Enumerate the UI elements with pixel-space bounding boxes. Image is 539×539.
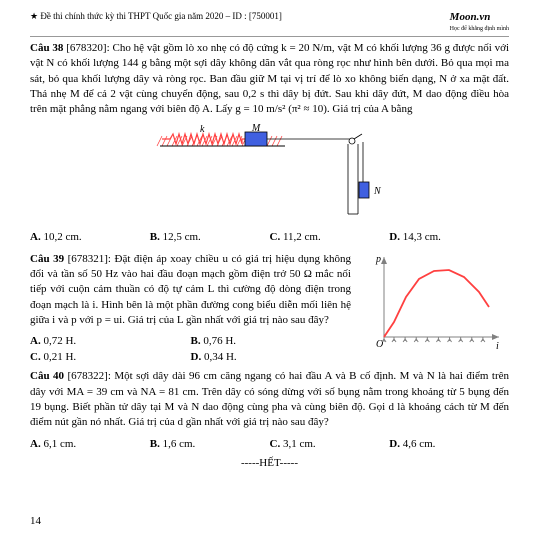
svg-text:N: N — [373, 186, 382, 197]
svg-text:O: O — [376, 339, 383, 350]
q38-ans-D: D. 14,3 cm. — [389, 230, 509, 245]
q40-ans-A: A. 6,1 cm. — [30, 437, 150, 452]
q40-ans-B: B. 1,6 cm. — [150, 437, 270, 452]
q40-ans-C: C. 3,1 cm. — [270, 437, 390, 452]
page-number: 14 — [30, 514, 41, 529]
question-40: Câu 40 [678322]: Một sợi dây dài 96 cm c… — [30, 369, 509, 431]
q38-figure: M k N — [30, 124, 509, 224]
q39-ans-D: D. 0,34 H. — [191, 350, 352, 365]
logo-subtitle: Học để khẳng định mình — [450, 25, 509, 33]
q40-answers: A. 6,1 cm. B. 1,6 cm. C. 3,1 cm. D. 4,6 … — [30, 437, 509, 452]
q39-ans-C: C. 0,21 H. — [30, 350, 191, 365]
q39-id: [678321]: — [68, 253, 111, 265]
q40-id: [678322]: — [68, 370, 111, 382]
q40-label: Câu 40 — [30, 370, 64, 382]
svg-text:p: p — [375, 254, 381, 265]
svg-text:k: k — [200, 124, 205, 135]
svg-text:i: i — [496, 341, 499, 352]
svg-text:M: M — [250, 124, 260, 134]
q38-id: [678320]: — [66, 42, 109, 54]
q38-answers: A. 10,2 cm. B. 12,5 cm. C. 11,2 cm. D. 1… — [30, 230, 509, 245]
question-38: Câu 38 [678320]: Cho hệ vật gồm lò xo nh… — [30, 41, 509, 118]
q39-label: Câu 39 — [30, 253, 64, 265]
exam-title: Đề thi chính thức kỳ thi THPT Quốc gia n… — [30, 10, 282, 34]
logo-text: Moon.vn — [450, 11, 491, 23]
page-header: Đề thi chính thức kỳ thi THPT Quốc gia n… — [30, 10, 509, 37]
q39-ans-A: A. 0,72 H. — [30, 334, 191, 349]
question-39: Câu 39 [678321]: Đặt điện áp xoay chiều … — [30, 252, 509, 366]
site-brand: Moon.vn Học để khẳng định mình — [450, 10, 509, 34]
q39-chart: p i O — [369, 252, 509, 366]
q39-ans-B: B. 0,76 H. — [191, 334, 352, 349]
q38-label: Câu 38 — [30, 42, 63, 54]
q40-ans-D: D. 4,6 cm. — [389, 437, 509, 452]
end-marker: -----HẾT----- — [30, 456, 509, 471]
q38-ans-C: C. 11,2 cm. — [270, 230, 390, 245]
q38-ans-A: A. 10,2 cm. — [30, 230, 150, 245]
q38-ans-B: B. 12,5 cm. — [150, 230, 270, 245]
